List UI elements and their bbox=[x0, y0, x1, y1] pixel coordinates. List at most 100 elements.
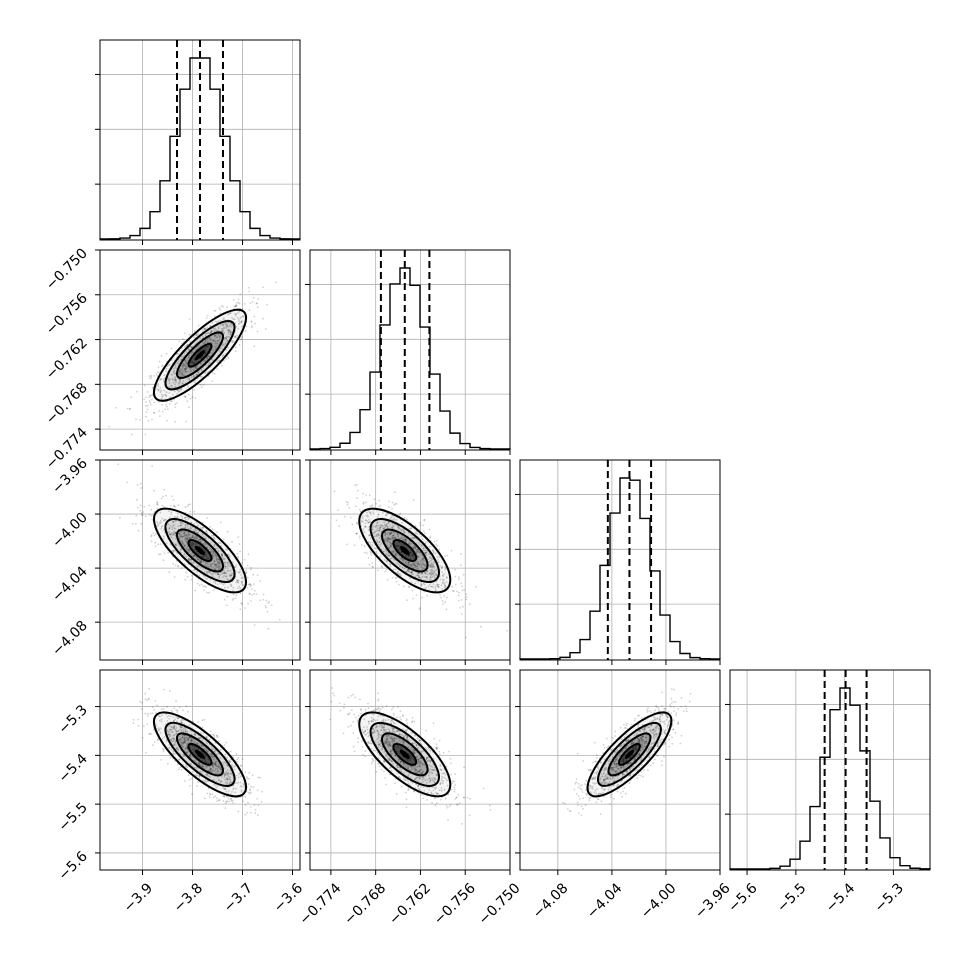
scatter-point bbox=[148, 687, 151, 690]
scatter-point bbox=[180, 535, 183, 538]
scatter-point bbox=[388, 744, 391, 747]
scatter-point bbox=[190, 560, 192, 563]
scatter-point bbox=[419, 761, 421, 764]
scatter-point bbox=[375, 509, 378, 512]
scatter-point bbox=[221, 572, 224, 575]
scatter-point bbox=[376, 534, 379, 537]
scatter-point bbox=[212, 572, 215, 575]
scatter-point bbox=[201, 552, 204, 555]
scatter-point bbox=[202, 526, 204, 529]
scatter-point bbox=[426, 551, 428, 554]
scatter-point bbox=[369, 550, 372, 553]
scatter-point bbox=[237, 810, 240, 813]
scatter-point bbox=[431, 563, 434, 566]
scatter-point bbox=[378, 527, 381, 530]
scatter-point bbox=[217, 765, 219, 768]
scatter-point bbox=[202, 732, 205, 734]
scatter-point bbox=[187, 528, 190, 530]
scatter-point bbox=[250, 320, 253, 323]
scatter-point bbox=[441, 574, 444, 576]
scatter-point bbox=[382, 731, 384, 734]
scatter-point bbox=[186, 400, 189, 403]
scatter-point bbox=[202, 551, 205, 554]
scatter-point bbox=[396, 533, 399, 536]
scatter-point bbox=[201, 751, 204, 754]
scatter-point bbox=[197, 371, 200, 374]
scatter-point bbox=[396, 547, 399, 550]
scatter-point bbox=[231, 324, 234, 327]
scatter-point bbox=[205, 346, 207, 349]
scatter-point bbox=[414, 566, 416, 569]
scatter-point bbox=[235, 564, 238, 567]
scatter-point bbox=[228, 555, 231, 558]
scatter-point bbox=[204, 351, 207, 354]
scatter-point bbox=[108, 425, 111, 428]
scatter-point bbox=[225, 325, 227, 328]
scatter-point bbox=[170, 533, 173, 536]
scatter-point bbox=[218, 306, 221, 309]
scatter-point bbox=[170, 715, 172, 718]
scatter-point bbox=[443, 573, 446, 576]
scatter-point bbox=[212, 757, 215, 760]
scatter-point bbox=[411, 555, 413, 557]
scatter-point bbox=[213, 560, 216, 562]
scatter-point bbox=[149, 377, 152, 380]
scatter-point bbox=[255, 593, 258, 595]
scatter-point bbox=[407, 752, 410, 755]
scatter-point bbox=[202, 555, 205, 558]
scatter-point bbox=[174, 537, 177, 540]
scatter-point bbox=[425, 552, 427, 555]
scatter-point bbox=[253, 345, 256, 348]
scatter-point bbox=[232, 589, 234, 592]
scatter-point bbox=[178, 537, 181, 540]
scatter-point bbox=[210, 548, 212, 551]
scatter-point bbox=[354, 696, 356, 699]
scatter-point bbox=[210, 330, 213, 333]
scatter-point bbox=[216, 566, 219, 568]
scatter-point bbox=[388, 742, 391, 745]
scatter-point bbox=[430, 585, 432, 588]
scatter-point bbox=[407, 765, 410, 768]
scatter-point bbox=[429, 572, 431, 575]
scatter-point bbox=[410, 769, 412, 772]
scatter-point bbox=[389, 563, 392, 566]
scatter-point bbox=[184, 727, 187, 730]
scatter-point bbox=[213, 335, 216, 337]
scatter-point bbox=[157, 388, 160, 391]
scatter-point bbox=[168, 743, 171, 746]
scatter-point bbox=[383, 527, 386, 529]
scatter-point bbox=[202, 335, 204, 338]
scatter-point bbox=[197, 752, 200, 755]
scatter-point bbox=[335, 519, 338, 522]
scatter-point bbox=[401, 545, 403, 548]
scatter-point bbox=[422, 530, 425, 532]
scatter-point bbox=[239, 293, 242, 296]
scatter-point bbox=[203, 349, 206, 352]
scatter-point bbox=[368, 510, 370, 512]
scatter-point bbox=[159, 387, 162, 389]
scatter-point bbox=[411, 742, 413, 745]
scatter-point bbox=[183, 364, 186, 367]
scatter-point bbox=[240, 765, 243, 767]
scatter-point bbox=[211, 549, 213, 552]
scatter-point bbox=[377, 513, 380, 516]
scatter-point bbox=[196, 537, 199, 540]
scatter-point bbox=[368, 563, 371, 566]
scatter-point bbox=[220, 328, 223, 330]
scatter-point bbox=[249, 788, 251, 791]
scatter-point bbox=[403, 567, 406, 570]
scatter-point bbox=[204, 555, 207, 558]
scatter-point bbox=[256, 798, 258, 800]
scatter-point bbox=[224, 572, 227, 575]
scatter-point bbox=[391, 507, 393, 510]
scatter-point bbox=[147, 404, 149, 407]
scatter-point bbox=[238, 773, 241, 776]
scatter-point bbox=[198, 774, 201, 777]
scatter-point bbox=[193, 740, 196, 742]
scatter-point bbox=[223, 565, 226, 568]
scatter-point bbox=[397, 545, 400, 547]
scatter-point bbox=[249, 584, 252, 586]
scatter-point bbox=[205, 562, 208, 565]
scatter-point bbox=[379, 739, 381, 742]
scatter-point bbox=[389, 533, 392, 535]
